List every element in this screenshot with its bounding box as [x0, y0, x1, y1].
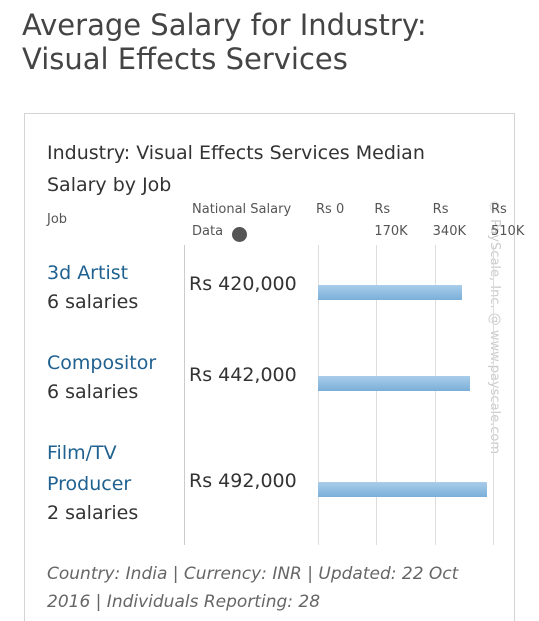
x-tick-label: Rs 170K [374, 202, 408, 239]
info-icon[interactable] [232, 227, 247, 242]
x-tick-label: Rs 340K [432, 202, 466, 239]
x-tick-label: Rs 0 [316, 202, 345, 217]
bar [318, 482, 487, 497]
category-label: 3d Artist [47, 262, 129, 284]
category-header: Job [47, 212, 68, 227]
chart-box [24, 113, 515, 621]
chart-title: Industry: Visual Effects Services Median… [47, 142, 425, 196]
divider [184, 245, 185, 545]
page-title: Average Salary for Industry: Visual Effe… [22, 8, 427, 76]
bar [318, 376, 470, 391]
value-label: Rs 492,000 [189, 470, 297, 492]
watermark: © PayScale, Inc. @ www.payscale.com [487, 200, 502, 455]
grid-line [376, 245, 378, 545]
grid-line [318, 245, 319, 545]
grid-line [434, 245, 436, 545]
bar [318, 285, 463, 300]
category-note: 2 salaries [47, 502, 139, 524]
category-label: Film/TV Producer [47, 442, 132, 495]
category-label: Compositor [47, 352, 157, 374]
footnote: Country: India | Currency: INR | Updated… [47, 564, 459, 612]
value-header: National Salary Data [192, 202, 292, 239]
value-label: Rs 442,000 [189, 364, 297, 386]
category-note: 6 salaries [47, 291, 139, 313]
x-tick-label: Rs 510K [491, 202, 525, 239]
grid-line [493, 245, 494, 545]
value-label: Rs 420,000 [189, 273, 297, 295]
category-note: 6 salaries [47, 381, 139, 403]
